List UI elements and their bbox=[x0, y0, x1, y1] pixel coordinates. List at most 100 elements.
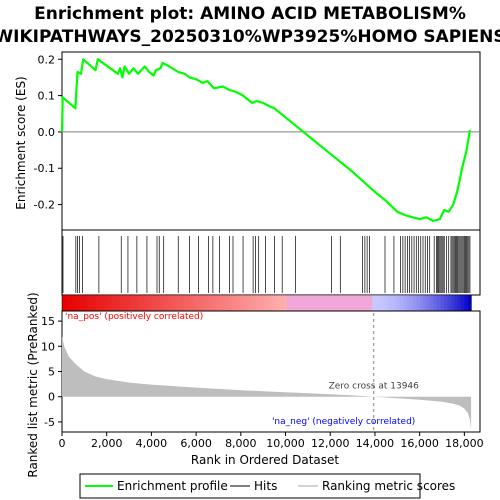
x-tick-label: 8,000 bbox=[225, 437, 257, 450]
rank-bar-segment bbox=[96, 295, 101, 311]
rank-bar-segment bbox=[181, 295, 186, 311]
rank-bar-segment bbox=[365, 295, 370, 311]
rank-bar-segment bbox=[280, 295, 285, 311]
rank-bar-segment bbox=[286, 295, 291, 311]
rank-bar-segment bbox=[426, 295, 431, 311]
es-tick-label: -0.1 bbox=[34, 162, 55, 175]
rank-bar-segment bbox=[215, 295, 220, 311]
metric-tick-label: 5 bbox=[48, 366, 55, 379]
rank-bar-segment bbox=[443, 295, 448, 311]
rank-bar-segment bbox=[385, 295, 390, 311]
rank-bar-segment bbox=[208, 295, 213, 311]
rank-bar-segment bbox=[89, 295, 94, 311]
rank-bar-segment bbox=[382, 295, 387, 311]
rank-bar-segment bbox=[321, 295, 326, 311]
metric-tick-label: -5 bbox=[44, 416, 55, 429]
rank-bar-segment bbox=[65, 295, 70, 311]
rank-bar-segment bbox=[447, 295, 452, 311]
rank-bar-segment bbox=[436, 295, 441, 311]
rank-bar-segment bbox=[239, 295, 244, 311]
rank-bar-segment bbox=[379, 295, 384, 311]
es-tick-label: -0.2 bbox=[34, 199, 55, 212]
rank-bar-segment bbox=[188, 295, 193, 311]
rank-bar-segment bbox=[464, 295, 469, 311]
es-tick-label: 0.2 bbox=[38, 53, 56, 66]
rank-bar-segment bbox=[368, 295, 373, 311]
chart-title-line1: Enrichment plot: AMINO ACID METABOLISM% bbox=[34, 4, 466, 24]
rank-bar-segment bbox=[242, 295, 247, 311]
rank-bar-segment bbox=[467, 295, 472, 311]
es-plot-frame bbox=[61, 51, 481, 231]
rank-bar-segment bbox=[392, 295, 397, 311]
enrichment-profile-line bbox=[60, 58, 471, 222]
rank-bar-segment bbox=[293, 295, 298, 311]
rank-bar-segment bbox=[194, 295, 199, 311]
rank-bar-segment bbox=[218, 295, 223, 311]
negative-correlation-label: 'na_neg' (negatively correlated) bbox=[272, 417, 415, 427]
rank-bar-segment bbox=[62, 295, 67, 311]
rank-bar-segment bbox=[372, 295, 377, 311]
rank-bar-segment bbox=[416, 295, 421, 311]
rank-bar-segment bbox=[106, 295, 111, 311]
rank-bar-segment bbox=[317, 295, 322, 311]
rank-bar-segment bbox=[177, 295, 182, 311]
x-tick-label: 2,000 bbox=[91, 437, 123, 450]
rank-bar-segment bbox=[290, 295, 295, 311]
rank-bar-segment bbox=[113, 295, 118, 311]
rank-bar-segment bbox=[157, 295, 162, 311]
x-tick-label: 12,000 bbox=[311, 437, 350, 450]
rank-bar-segment bbox=[119, 295, 124, 311]
rank-bar-segment bbox=[150, 295, 155, 311]
rank-bar-segment bbox=[160, 295, 165, 311]
rank-bar-segment bbox=[297, 295, 302, 311]
rank-bar-segment bbox=[423, 295, 428, 311]
rank-bar-segment bbox=[256, 295, 261, 311]
rank-bar-segment bbox=[211, 295, 216, 311]
x-tick-label: 14,000 bbox=[356, 437, 395, 450]
rank-bar-segment bbox=[409, 295, 414, 311]
rank-bar-segment bbox=[147, 295, 152, 311]
rank-color-bar bbox=[61, 294, 472, 312]
rank-bar-segment bbox=[123, 295, 128, 311]
rank-bar-segment bbox=[136, 295, 142, 311]
rank-bar-segment bbox=[82, 295, 87, 311]
rank-bar-segment bbox=[130, 295, 135, 311]
rank-bar-segment bbox=[334, 295, 339, 311]
rank-bar-segment bbox=[109, 295, 114, 311]
rank-bar-segment bbox=[450, 295, 455, 311]
rank-bar-segment bbox=[116, 295, 121, 311]
zero-cross-label: Zero cross at 13946 bbox=[329, 382, 420, 392]
metric-tick-label: 0 bbox=[48, 391, 55, 404]
x-tick-label: 18,000 bbox=[445, 437, 484, 450]
x-tick-label: 6,000 bbox=[180, 437, 212, 450]
legend: Enrichment profile Hits Ranking metric s… bbox=[79, 473, 455, 499]
rank-bar-segment bbox=[164, 295, 169, 311]
rank-bar-segment bbox=[361, 295, 366, 311]
hits-panel bbox=[61, 229, 481, 296]
rank-bar-segment bbox=[358, 295, 363, 311]
rank-bar-segment bbox=[249, 295, 254, 311]
rank-bar-segment bbox=[102, 295, 107, 311]
rank-bar-segment bbox=[396, 295, 401, 311]
rank-bar-segment bbox=[266, 295, 271, 311]
x-tick-label: 4,000 bbox=[136, 437, 168, 450]
chart-title-line2: WIKIPATHWAYS_20250310%WP3925%HOMO SAPIEN… bbox=[0, 27, 500, 47]
rank-bar-segment bbox=[324, 295, 329, 311]
rank-bar-segment bbox=[222, 295, 227, 311]
rank-bar-segment bbox=[246, 295, 251, 311]
es-tick-label: 0.1 bbox=[38, 90, 56, 103]
rank-bar-segment bbox=[433, 295, 438, 311]
es-axis-label: Enrichment score (ES) bbox=[14, 76, 28, 209]
rank-bar-segment bbox=[133, 295, 138, 311]
rank-bar-segment bbox=[341, 295, 346, 311]
rank-bar-segment bbox=[263, 295, 268, 311]
es-panel: 0.2 0.1 0.0 -0.1 -0.2 bbox=[34, 51, 481, 231]
rank-bar-segment bbox=[126, 295, 131, 311]
rank-bar-segment bbox=[201, 295, 206, 311]
rank-bar-segment bbox=[235, 295, 240, 311]
rank-bar-segment bbox=[92, 295, 97, 311]
rank-bar-segment bbox=[399, 295, 404, 311]
rank-bar-segment bbox=[389, 295, 394, 311]
rank-bar-segment bbox=[273, 295, 278, 311]
